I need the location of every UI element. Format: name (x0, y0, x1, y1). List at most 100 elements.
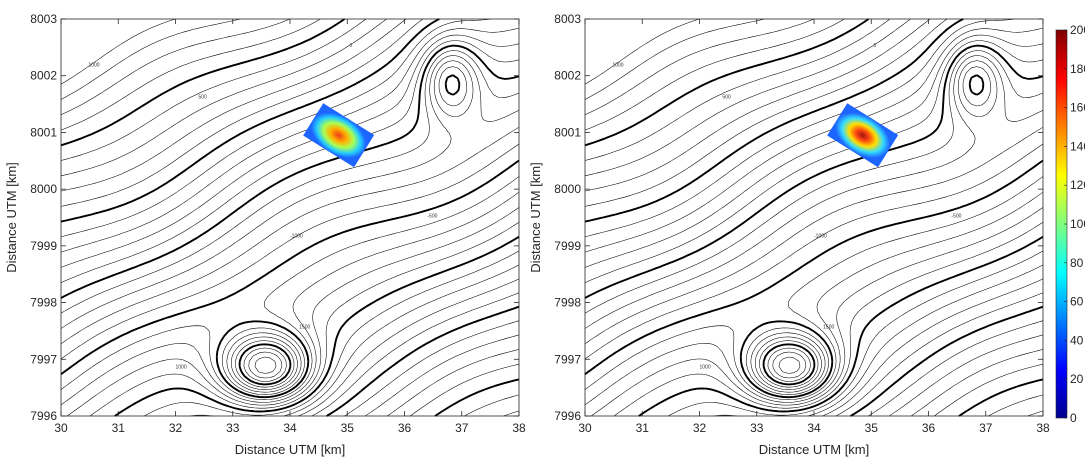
y-tick-label: 7999 (30, 239, 57, 253)
x-tick-label: 33 (226, 421, 240, 435)
contour-line (584, 18, 870, 147)
contour-line (60, 27, 520, 374)
y-tick-label: 7999 (554, 239, 581, 253)
contour-line (298, 278, 520, 417)
colorbar-tick-label: 180 (1070, 62, 1085, 76)
contour-line (584, 27, 1044, 374)
contour-line (868, 320, 1044, 417)
contour-line (60, 18, 440, 223)
colorbar-tick-label: 140 (1070, 139, 1085, 153)
contour-line (365, 334, 520, 417)
contour-value-label: 0 (350, 43, 353, 49)
contour-line (60, 18, 321, 131)
x-tick-label: 32 (169, 421, 183, 435)
contour-line (60, 18, 407, 192)
contour-value-label: 1500 (823, 325, 834, 331)
x-axis-label: Distance UTM [km] (759, 442, 870, 457)
contour-value-label: -1000 (814, 233, 827, 239)
y-tick-label: 8002 (30, 69, 57, 83)
contour-line (189, 264, 520, 417)
contour-line (584, 18, 1015, 238)
contour-value-label: 1000 (88, 63, 99, 69)
contour-line (713, 264, 1044, 417)
contour-value-label: 500 (722, 94, 731, 100)
contour-line (60, 18, 346, 147)
contour-line (911, 349, 1044, 417)
contour-line (822, 278, 1044, 417)
contour-value-label: 1000 (176, 364, 187, 370)
contour-line (434, 378, 520, 417)
axes-box (584, 18, 1044, 417)
y-tick-label: 8003 (30, 12, 57, 26)
contour-line (60, 44, 520, 386)
x-tick-label: 37 (455, 421, 469, 435)
colorbar-tick-label: 200 (1070, 23, 1085, 37)
contour-line (60, 18, 241, 100)
contour-line (584, 18, 891, 161)
x-tick-label: 37 (979, 421, 993, 435)
colorbar-tick-label: 100 (1070, 217, 1085, 231)
contour-line (60, 40, 520, 382)
contour-line (60, 66, 520, 395)
x-axis-label: Distance UTM [km] (235, 442, 346, 457)
contour-value-label: -1000 (290, 233, 303, 239)
colorbar-tick-label: 0 (1070, 411, 1077, 425)
right-contour-panel: 1000 500 0 -500 -1000 1500 1000 30 31 32 33 34 35 36 3… (528, 12, 1050, 457)
x-tick-label: 35 (865, 421, 879, 435)
contour-line (503, 410, 519, 417)
y-tick-label: 7997 (554, 352, 581, 366)
contour-line (850, 305, 1044, 417)
contour-value-label: 1000 (612, 63, 623, 69)
y-tick-label: 8003 (554, 12, 581, 26)
contour-line (584, 18, 948, 207)
contour-line (584, 176, 1044, 400)
contour-line (584, 40, 1044, 382)
contour-line (60, 18, 176, 85)
x-tick-label: 35 (341, 421, 355, 435)
contour-lines (60, 18, 520, 417)
x-tick-label: 36 (398, 421, 412, 435)
x-tick-label: 32 (693, 421, 707, 435)
contour-line (584, 191, 1044, 406)
colorbar-tick-label: 160 (1070, 101, 1085, 115)
contour-lines (584, 18, 1044, 417)
contour-line (60, 18, 367, 161)
contour-value-label: 0 (874, 43, 877, 49)
contour-line (326, 305, 520, 417)
y-tick-label: 8000 (30, 182, 57, 196)
y-tick-label: 8001 (30, 125, 57, 139)
contour-line (988, 394, 1044, 417)
colorbar-tick-label: 120 (1070, 178, 1085, 192)
colorbar: 0 20 40 60 80 100 120 140 160 180 200 (1055, 23, 1085, 425)
contour-line (409, 363, 520, 417)
contour-line (60, 18, 424, 207)
y-tick-label: 7996 (554, 409, 581, 423)
contour-line (584, 66, 1044, 395)
contour-line (933, 363, 1044, 417)
contour-line (114, 235, 520, 417)
contour-value-label: -500 (427, 214, 437, 220)
x-tick-label: 31 (112, 421, 126, 435)
contour-line (889, 334, 1044, 417)
contour-line (584, 18, 845, 131)
y-axis-label: Distance UTM [km] (4, 162, 19, 273)
x-tick-label: 33 (750, 421, 764, 435)
colorbar-tick-label: 60 (1070, 295, 1084, 309)
contour-line (584, 34, 1043, 379)
contour-value-label: 1000 (700, 364, 711, 370)
y-axis-label: Distance UTM [km] (528, 162, 543, 273)
contour-line (60, 191, 520, 406)
contour-line (60, 60, 520, 393)
contour-line (387, 349, 520, 417)
contour-line (584, 18, 815, 115)
contour-line (60, 18, 291, 115)
contour-line (958, 378, 1044, 417)
contour-line (60, 74, 520, 399)
y-tick-label: 7996 (30, 409, 57, 423)
y-tick-label: 8000 (554, 182, 581, 196)
y-tick-label: 8001 (554, 125, 581, 139)
heat-patch (827, 103, 899, 168)
x-tick-label: 38 (1036, 421, 1050, 435)
contour-line (1027, 410, 1043, 417)
contour-line (835, 292, 1044, 417)
